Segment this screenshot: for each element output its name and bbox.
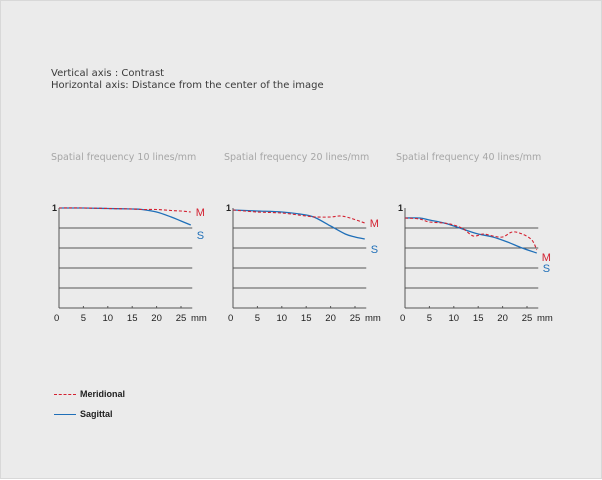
x-tick-label-1-0: 0 (228, 313, 233, 324)
x-unit-label-0: mm (191, 313, 207, 324)
meridional-end-label-0: M (196, 207, 205, 219)
x-tick-label-2-2: 10 (449, 313, 460, 324)
legend-meridional: Meridional (54, 389, 125, 399)
x-tick-label-1-5: 25 (350, 313, 361, 324)
x-tick-label-2-4: 20 (497, 313, 508, 324)
x-unit-label-1: mm (365, 313, 381, 324)
sagittal-swatch (54, 414, 76, 415)
x-tick-label-0-2: 10 (103, 313, 114, 324)
x-tick-label-2-5: 25 (522, 313, 533, 324)
y-tick-label-0: 1 (52, 203, 57, 213)
sagittal-end-label-2: S (543, 263, 550, 275)
x-tick-label-0-0: 0 (54, 313, 59, 324)
meridional-swatch (54, 394, 76, 395)
legend-label-meridional: Meridional (80, 389, 125, 399)
x-tick-label-1-1: 5 (255, 313, 260, 324)
x-tick-label-0-3: 15 (127, 313, 138, 324)
legend-sagittal: Sagittal (54, 409, 113, 419)
x-tick-label-2-3: 15 (473, 313, 484, 324)
meridional-end-label-1: M (370, 218, 379, 230)
x-tick-label-1-4: 20 (325, 313, 336, 324)
x-tick-label-1-3: 15 (301, 313, 312, 324)
meridional-line-2 (405, 218, 537, 250)
x-tick-label-2-1: 5 (427, 313, 432, 324)
x-tick-label-0-1: 5 (81, 313, 86, 324)
x-unit-label-2: mm (537, 313, 553, 324)
meridional-line-1 (233, 210, 365, 223)
y-tick-label-1: 1 (226, 203, 231, 213)
sagittal-end-label-1: S (371, 244, 378, 256)
x-tick-label-1-2: 10 (277, 313, 288, 324)
y-tick-label-2: 1 (398, 203, 403, 213)
x-tick-label-0-5: 25 (176, 313, 187, 324)
x-tick-label-2-0: 0 (400, 313, 405, 324)
sagittal-line-1 (233, 210, 365, 239)
legend-label-sagittal: Sagittal (80, 409, 113, 419)
sagittal-end-label-0: S (197, 230, 204, 242)
x-tick-label-0-4: 20 (151, 313, 162, 324)
